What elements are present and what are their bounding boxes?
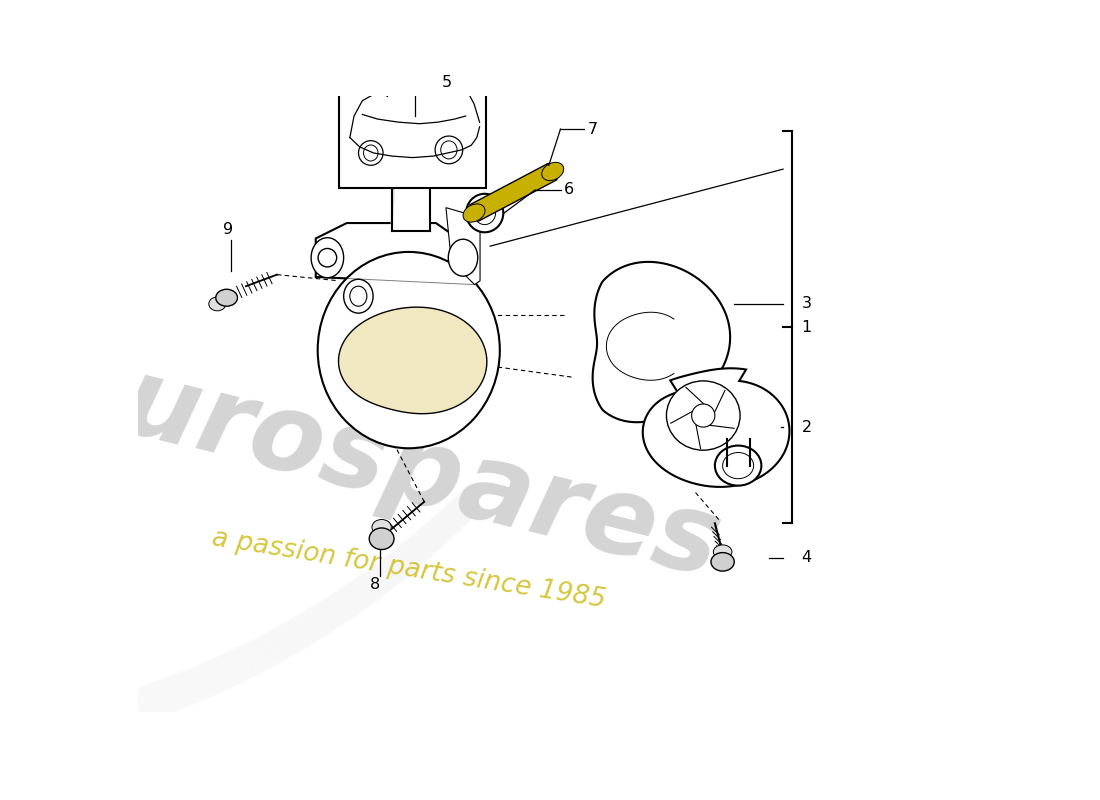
Text: 6: 6: [563, 182, 574, 198]
Polygon shape: [593, 262, 730, 422]
Text: 2: 2: [802, 419, 812, 434]
Text: a passion for parts since 1985: a passion for parts since 1985: [210, 526, 607, 614]
Ellipse shape: [396, 106, 426, 129]
Circle shape: [692, 404, 715, 427]
Ellipse shape: [209, 297, 226, 311]
Ellipse shape: [216, 290, 238, 306]
Text: 3: 3: [802, 296, 812, 311]
Ellipse shape: [350, 286, 367, 306]
Ellipse shape: [541, 162, 563, 181]
Ellipse shape: [667, 381, 740, 450]
Text: 1: 1: [802, 319, 812, 334]
Ellipse shape: [370, 528, 394, 550]
Polygon shape: [339, 307, 487, 414]
Text: eurospares: eurospares: [41, 331, 730, 600]
Text: 9: 9: [223, 222, 233, 238]
Text: 8: 8: [371, 578, 381, 593]
Text: 7: 7: [587, 122, 597, 137]
Ellipse shape: [711, 553, 735, 571]
Text: 4: 4: [802, 550, 812, 566]
Ellipse shape: [318, 252, 499, 448]
Polygon shape: [446, 208, 480, 285]
Text: 5: 5: [442, 75, 452, 90]
Polygon shape: [316, 223, 474, 285]
Polygon shape: [470, 163, 557, 221]
Bar: [339, 19, 486, 188]
Ellipse shape: [343, 279, 373, 313]
Ellipse shape: [466, 194, 504, 232]
Bar: [392, 130, 430, 230]
Ellipse shape: [463, 204, 485, 222]
Ellipse shape: [474, 202, 495, 225]
Ellipse shape: [403, 111, 419, 124]
Ellipse shape: [311, 238, 343, 278]
Ellipse shape: [372, 519, 392, 535]
Ellipse shape: [449, 239, 477, 276]
Ellipse shape: [723, 453, 754, 478]
Ellipse shape: [715, 446, 761, 486]
Polygon shape: [642, 368, 790, 487]
Ellipse shape: [713, 545, 732, 558]
